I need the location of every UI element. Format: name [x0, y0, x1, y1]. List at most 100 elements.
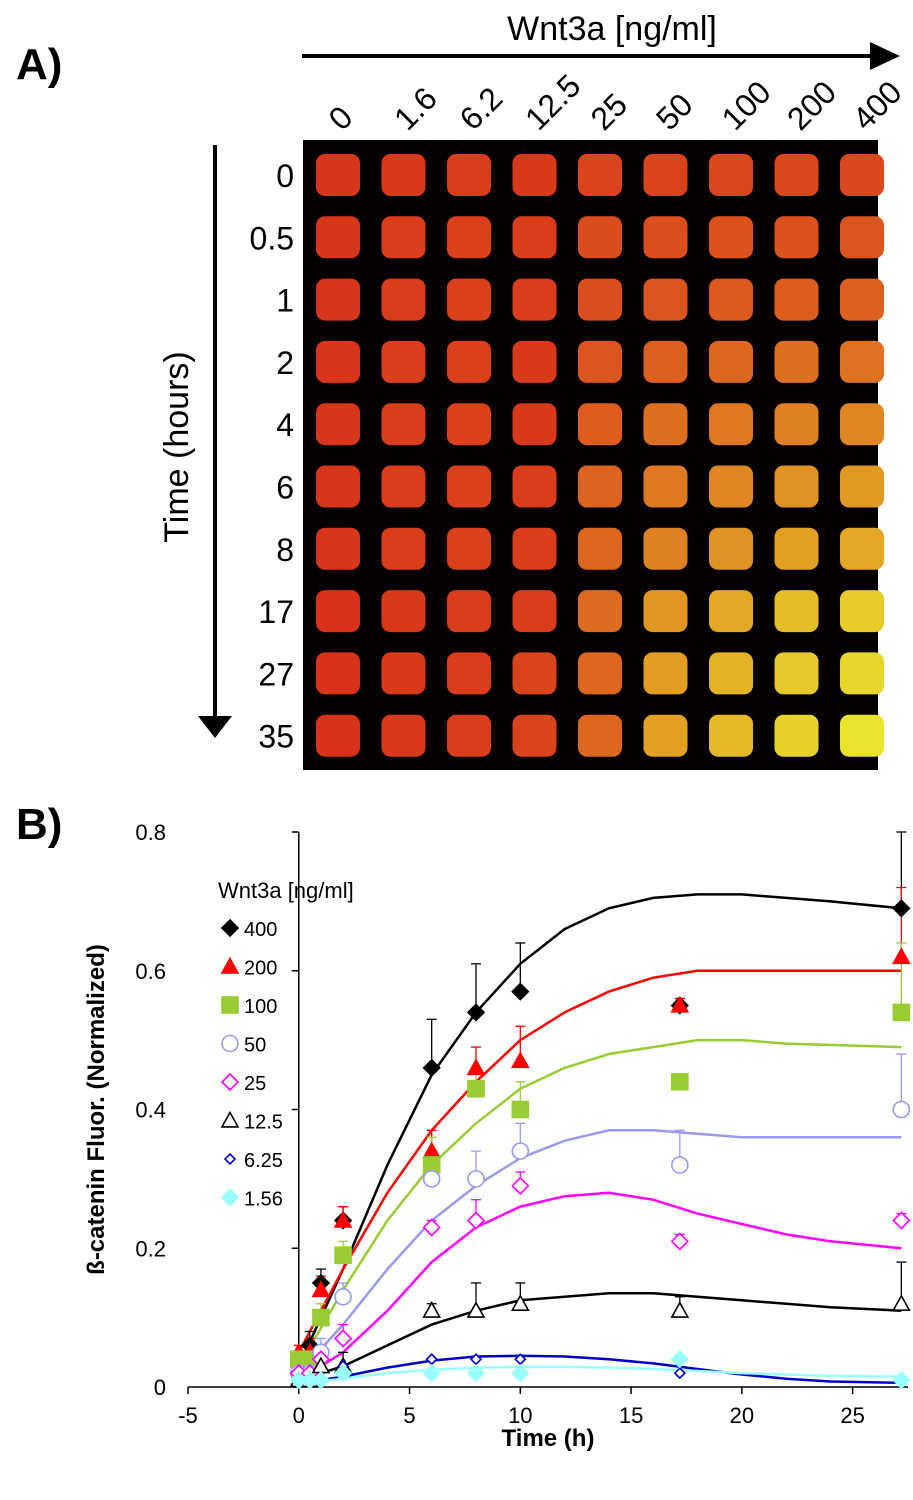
array-spot — [512, 465, 557, 508]
legend-marker-12.5 — [220, 1110, 240, 1128]
data-point-12.5 — [891, 1294, 911, 1311]
legend-label: 400 — [244, 919, 277, 941]
array-spot — [316, 154, 360, 196]
fit-curve-1.56 — [298, 1365, 902, 1385]
array-spot — [840, 714, 884, 757]
array-spot — [512, 278, 557, 321]
data-point-12.5 — [670, 1301, 690, 1318]
data-point-12.5 — [466, 1301, 486, 1318]
array-spot — [643, 216, 688, 259]
array-spot — [643, 714, 688, 757]
array-spot — [316, 216, 360, 259]
array-spot — [709, 465, 753, 508]
array-spot — [447, 154, 491, 196]
array-spot — [316, 652, 360, 695]
array-spot — [578, 403, 622, 446]
data-point-6.25 — [425, 1353, 438, 1366]
legend-marker-400 — [220, 918, 240, 938]
data-point-50 — [511, 1142, 530, 1160]
array-spot — [512, 714, 557, 757]
panel-a-row-title: Time (hours) — [158, 351, 196, 542]
data-point-1.56 — [670, 1350, 689, 1369]
array-spot — [512, 403, 557, 446]
array-spot — [381, 527, 426, 570]
array-spot — [643, 527, 688, 570]
legend-label: 200 — [244, 958, 277, 980]
array-spot — [643, 340, 688, 383]
y-tick-label: 0.4 — [135, 1098, 166, 1123]
data-point-100 — [892, 1003, 911, 1022]
data-point-25 — [892, 1211, 911, 1230]
array-spot — [512, 652, 557, 695]
array-spot — [578, 278, 622, 321]
legend-marker-100 — [221, 996, 239, 1014]
array-spot — [381, 714, 426, 757]
data-point-400 — [466, 1003, 486, 1022]
array-spot — [316, 527, 360, 570]
array-spot — [709, 590, 753, 633]
column-label: 50 — [649, 86, 700, 137]
x-tick-label: 10 — [508, 1403, 532, 1428]
data-point-200 — [670, 995, 690, 1013]
legend-label: 100 — [244, 996, 277, 1018]
array-spot — [381, 340, 426, 383]
fit-curve-400 — [297, 893, 902, 1367]
data-point-1.56 — [422, 1363, 441, 1383]
column-label: 6.2 — [452, 80, 509, 137]
y-tick-label: 0.8 — [135, 820, 166, 845]
fit-curve-25 — [298, 1191, 902, 1382]
array-spot — [774, 527, 819, 570]
legend-label: 6.25 — [244, 1150, 283, 1172]
y-axis-label: ß-catenin Fluor. (Normalized) — [83, 944, 110, 1275]
array-spot — [381, 403, 426, 446]
array-spot — [840, 403, 884, 446]
column-label: 12.5 — [518, 67, 587, 136]
array-spot — [709, 714, 753, 757]
array-spot — [774, 465, 819, 508]
array-spot — [381, 278, 426, 321]
array-spot — [709, 340, 753, 383]
array-spot — [578, 216, 622, 259]
legend-marker-25 — [220, 1072, 240, 1092]
array-spot — [512, 590, 557, 633]
array-spot — [578, 527, 622, 570]
legend-marker-1.56 — [220, 1188, 240, 1207]
array-spot — [774, 340, 819, 383]
panel-a-figure: Wnt3a [ng/ml] Time (hours) 0 1.6 6.2 12.525… — [158, 10, 909, 770]
data-point-12.5 — [510, 1294, 530, 1311]
column-label: 0 — [321, 99, 359, 137]
array-spot — [840, 652, 884, 695]
array-spot — [381, 154, 426, 196]
array-spot — [578, 340, 622, 383]
row-label: 2 — [276, 345, 294, 381]
panel-b-label: B) — [16, 800, 63, 849]
array-spot — [316, 465, 360, 508]
x-tick-label: 25 — [840, 1403, 864, 1428]
fit-curve-12.5 — [298, 1292, 902, 1382]
data-point-400 — [892, 899, 911, 918]
array-spot — [447, 714, 491, 757]
data-point-100 — [671, 1072, 689, 1091]
data-point-12.5 — [422, 1301, 442, 1318]
array-spot — [643, 590, 688, 633]
row-label: 27 — [258, 656, 294, 692]
array-spot — [709, 403, 753, 446]
data-point-50 — [467, 1170, 485, 1188]
array-spot — [512, 216, 557, 259]
data-point-200 — [311, 1280, 331, 1298]
y-tick-label: 0.6 — [135, 959, 166, 984]
array-spot — [316, 714, 360, 757]
data-point-50 — [671, 1156, 689, 1174]
data-point-200 — [510, 1051, 530, 1069]
panel-a-row-arrowhead — [198, 716, 232, 738]
array-spot — [512, 154, 557, 196]
column-label: 25 — [583, 86, 634, 137]
row-label: 6 — [276, 470, 294, 506]
panel-a-spot-array — [316, 154, 884, 757]
array-spot — [578, 154, 622, 196]
array-spot — [643, 403, 688, 446]
row-label: 1 — [276, 283, 294, 319]
column-label: 200 — [780, 74, 843, 137]
panel-a-label: A) — [16, 40, 63, 89]
column-label: 400 — [845, 74, 908, 137]
